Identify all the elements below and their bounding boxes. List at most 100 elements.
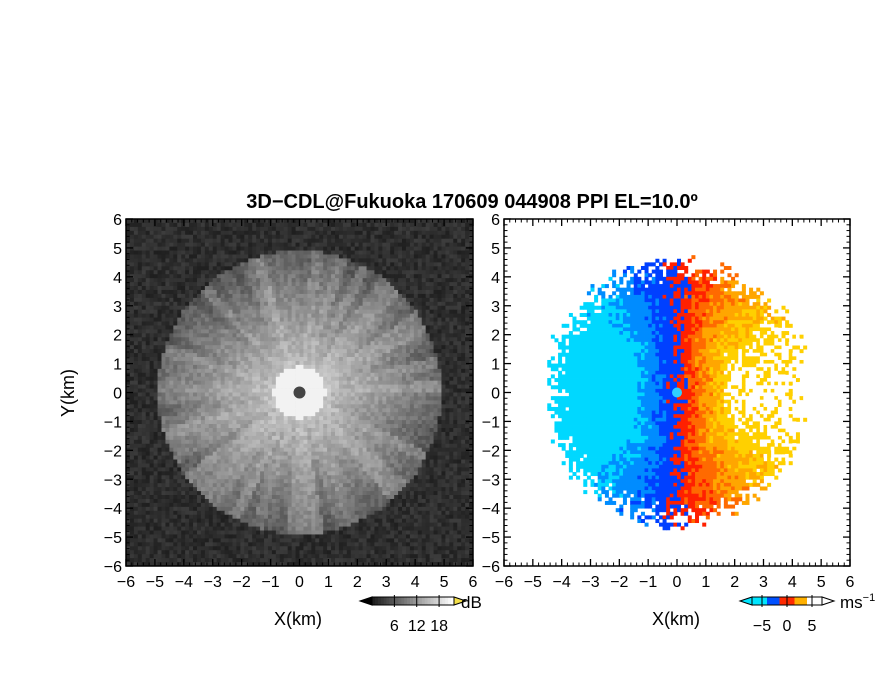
- colorbar-segment: [421, 597, 426, 605]
- colorbar-segment: [777, 597, 780, 605]
- y-tick-label: 6: [113, 212, 122, 229]
- y-tick-label: −4: [104, 501, 122, 518]
- colorbar-segment: [769, 597, 773, 605]
- backscatter-field: [126, 219, 474, 567]
- colorbar-tick-label: 12: [408, 618, 426, 635]
- colorbar-segment: [774, 597, 778, 605]
- velocity-colorbar-unit: ms−1: [840, 592, 875, 612]
- x-tick-label: 6: [846, 574, 855, 591]
- y-tick-label: −4: [482, 501, 500, 518]
- x-tick-label: −6: [495, 574, 513, 591]
- colorbar-segment: [410, 597, 414, 605]
- colorbar-segment: [407, 597, 411, 605]
- colorbar-segment: [439, 597, 443, 605]
- colorbar-segment: [374, 597, 379, 605]
- colorbar-segment: [779, 597, 783, 605]
- x-tick-label: −1: [639, 574, 657, 591]
- figure-title: 3D−CDL@Fukuoka 170609 044908 PPI EL=10.0…: [246, 191, 698, 213]
- x-tick-label: 3: [382, 574, 391, 591]
- axes: −6−6 −5 −5 −4 −4 −3 −3 −2 −2 −1 −1 0 0 1 1 2 2 3 3 4 4 5 5 6 6: [482, 212, 855, 591]
- colorbar-tick-label: 18: [430, 618, 448, 635]
- colorbar-segment: [797, 597, 800, 605]
- colorbar-segment: [814, 597, 818, 605]
- colorbar-segment: [372, 597, 376, 605]
- colorbar-segment: [789, 597, 793, 605]
- left-x-axis-label: X(km): [274, 609, 322, 629]
- colorbar-segment: [398, 597, 402, 605]
- x-tick-label: 1: [701, 574, 710, 591]
- colorbar-segment: [413, 597, 417, 605]
- x-tick-label: −3: [204, 574, 222, 591]
- x-tick-label: 5: [817, 574, 826, 591]
- x-tick-label: 0: [295, 574, 304, 591]
- colorbar-segment: [442, 597, 446, 605]
- colorbar-segment: [415, 597, 420, 605]
- y-tick-label: −2: [104, 443, 122, 460]
- x-tick-label: 4: [788, 574, 797, 591]
- x-tick-label: −6: [117, 574, 135, 591]
- colorbar-segment: [819, 597, 823, 605]
- colorbar-segment: [445, 597, 449, 605]
- colorbar-segment: [424, 597, 428, 605]
- y-tick-label: −3: [104, 472, 122, 489]
- y-tick-label: 6: [491, 212, 500, 229]
- backscatter-colorbar: 6 12 18: [358, 595, 468, 635]
- colorbar-segment: [784, 597, 788, 605]
- y-tick-label: −6: [104, 559, 122, 576]
- colorbar-tick-label: 5: [808, 618, 817, 635]
- x-tick-label: −2: [610, 574, 628, 591]
- y-tick-label: 5: [113, 241, 122, 258]
- colorbar-segment: [395, 597, 399, 605]
- y-tick-label: 1: [113, 357, 122, 374]
- colorbar-segment: [404, 597, 408, 605]
- y-tick-label: 2: [491, 328, 500, 345]
- y-tick-label: −5: [104, 530, 122, 547]
- y-tick-label: 3: [491, 299, 500, 316]
- x-tick-label: 2: [730, 574, 739, 591]
- colorbar-segment: [757, 597, 760, 605]
- backscatter-colorbar-unit: dB: [461, 593, 482, 612]
- x-tick-label: 6: [469, 574, 478, 591]
- colorbar-segment: [807, 597, 810, 605]
- velocity-field: [504, 219, 850, 566]
- x-tick-label: 0: [673, 574, 682, 591]
- velocity-panel: −6−6 −5 −5 −4 −4 −3 −3 −2 −2 −1 −1 0 0 1 1 2 2 3 3 4 4 5 5 6 6: [482, 212, 855, 591]
- x-tick-label: −3: [581, 574, 599, 591]
- colorbar-segment: [772, 597, 775, 605]
- x-tick-label: −4: [175, 574, 193, 591]
- colorbar-segment: [812, 597, 815, 605]
- x-tick-label: −1: [261, 574, 279, 591]
- colorbar-segment: [752, 597, 755, 605]
- x-tick-label: 2: [353, 574, 362, 591]
- colorbar-segment: [377, 597, 382, 605]
- colorbar-segment: [386, 597, 390, 605]
- backscatter-panel: −6−6 −5 −5 −4 −4 −3 −3 −2 −2 −1 −1 0 0 1 1 2 2 3 3 4 4 5 5 6 6: [104, 212, 478, 591]
- colorbar-segment: [754, 597, 758, 605]
- y-tick-label: −1: [482, 414, 500, 431]
- y-tick-label: 3: [113, 299, 122, 316]
- y-tick-label: −6: [482, 559, 500, 576]
- colorbar-segment: [436, 597, 440, 605]
- y-tick-label: −3: [482, 472, 500, 489]
- x-tick-label: 4: [411, 574, 420, 591]
- x-tick-label: −5: [146, 574, 164, 591]
- colorbar-segment: [787, 597, 790, 605]
- right-x-axis-label: X(km): [652, 609, 700, 629]
- colorbar-segment: [804, 597, 808, 605]
- colorbar-segment: [401, 597, 405, 605]
- y-tick-label: 2: [113, 328, 122, 345]
- colorbar-tick-label: 6: [390, 618, 399, 635]
- x-tick-label: 5: [440, 574, 449, 591]
- left-y-axis-label: Y(km): [58, 369, 78, 417]
- colorbar-segment: [767, 597, 770, 605]
- colorbar-segment: [782, 597, 785, 605]
- colorbar-segment: [433, 597, 437, 605]
- x-tick-label: −5: [524, 574, 542, 591]
- colorbar-segment: [794, 597, 798, 605]
- colorbar-segment: [799, 597, 803, 605]
- colorbar-segment: [802, 597, 805, 605]
- x-tick-label: −2: [233, 574, 251, 591]
- colorbar-segment: [451, 597, 455, 605]
- colorbar-segment: [448, 597, 452, 605]
